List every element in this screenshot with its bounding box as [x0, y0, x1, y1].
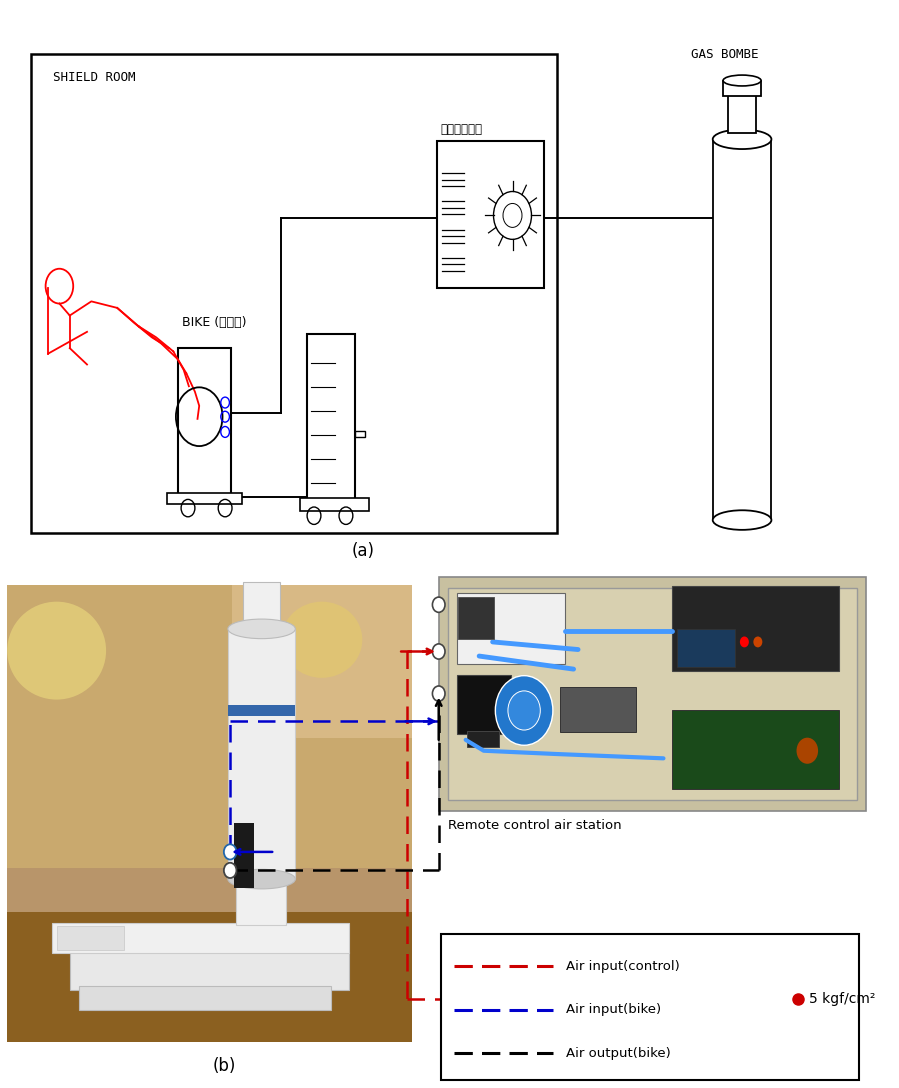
Text: Air input(control): Air input(control) [566, 960, 681, 973]
Bar [232, 585, 412, 738]
Bar [458, 597, 494, 639]
Circle shape [432, 597, 445, 613]
Bar [448, 588, 857, 800]
Bar [307, 334, 354, 503]
Text: 5 kgf/cm²: 5 kgf/cm² [809, 992, 876, 1005]
Text: (a): (a) [352, 542, 375, 560]
Text: Remote control air station: Remote control air station [448, 819, 621, 832]
Bar [167, 493, 243, 504]
Circle shape [495, 676, 553, 745]
Bar [7, 585, 412, 1042]
Bar [672, 710, 839, 789]
Bar [236, 865, 286, 925]
Circle shape [797, 738, 818, 764]
Text: SHIELD ROOM: SHIELD ROOM [52, 71, 135, 84]
Circle shape [508, 691, 540, 730]
Text: BIKE (비자성): BIKE (비자성) [182, 316, 246, 329]
Bar [7, 912, 412, 1042]
Bar [723, 81, 761, 96]
Ellipse shape [7, 602, 106, 700]
Circle shape [224, 844, 236, 860]
Circle shape [432, 644, 445, 659]
Bar [52, 923, 349, 953]
Ellipse shape [713, 510, 771, 530]
Bar [437, 141, 545, 288]
Bar [672, 586, 839, 671]
Ellipse shape [228, 869, 295, 889]
Bar [300, 498, 369, 511]
Ellipse shape [281, 602, 362, 678]
Bar [228, 705, 295, 716]
Text: (b): (b) [213, 1056, 236, 1075]
Text: Air output(bike): Air output(bike) [566, 1047, 672, 1060]
Bar [728, 91, 756, 133]
Bar [713, 139, 771, 520]
Bar [354, 431, 365, 437]
Bar [467, 731, 499, 747]
Bar [677, 629, 735, 667]
Text: 압력조정장치: 압력조정장치 [441, 123, 483, 136]
Circle shape [740, 636, 749, 647]
Bar [79, 986, 331, 1010]
Bar [234, 823, 254, 888]
Bar [7, 585, 412, 868]
Circle shape [432, 687, 445, 701]
Bar [57, 926, 124, 950]
Bar [457, 593, 565, 664]
Text: GAS BOMBE: GAS BOMBE [691, 48, 759, 61]
Bar [243, 582, 280, 865]
Ellipse shape [713, 129, 771, 149]
Bar [178, 348, 231, 495]
Bar [457, 675, 511, 734]
Bar [439, 577, 866, 811]
Bar [228, 629, 295, 879]
Bar [441, 934, 859, 1080]
Ellipse shape [723, 75, 761, 86]
Bar [31, 54, 557, 533]
Circle shape [753, 636, 762, 647]
Text: Air input(bike): Air input(bike) [566, 1003, 662, 1016]
Bar [70, 952, 349, 990]
Bar [560, 687, 636, 732]
Ellipse shape [228, 619, 295, 639]
Circle shape [224, 863, 236, 878]
